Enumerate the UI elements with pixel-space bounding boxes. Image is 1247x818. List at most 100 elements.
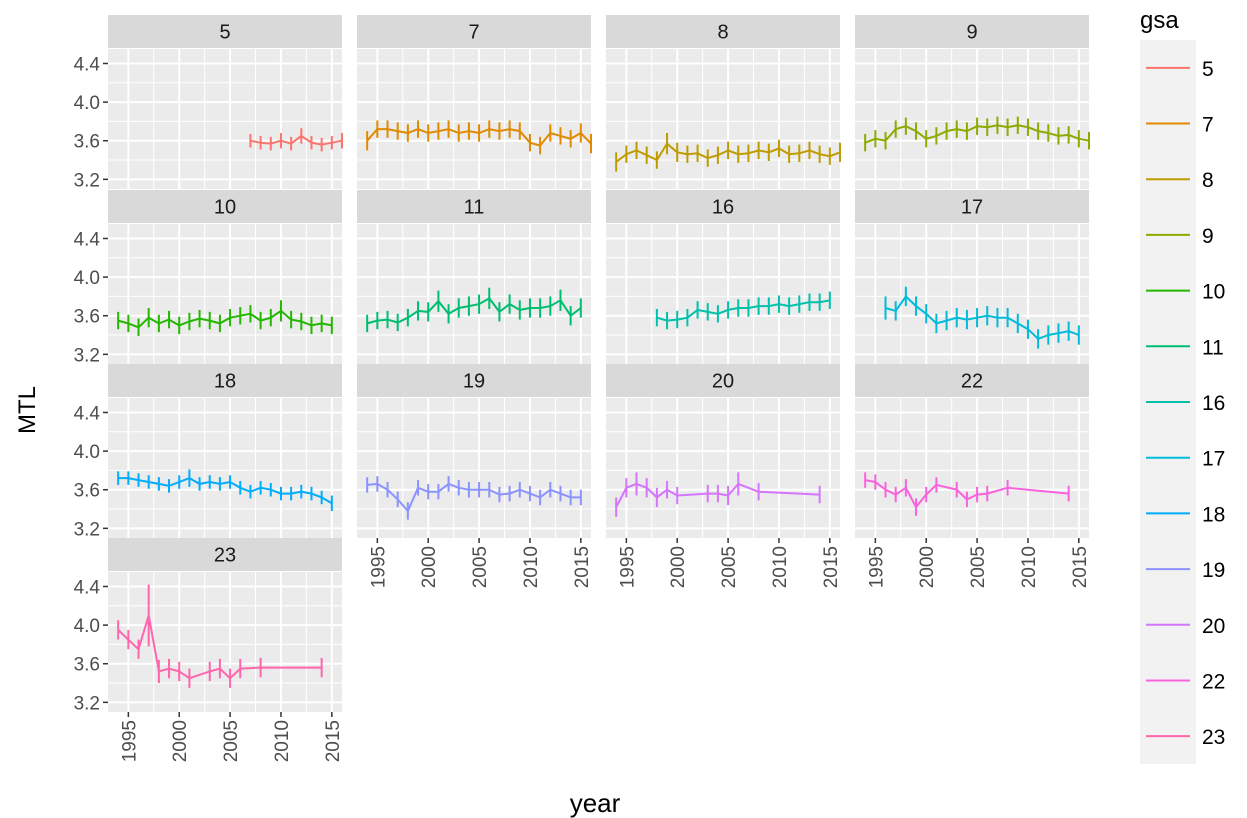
series-line-5	[250, 134, 343, 146]
panel-background	[855, 398, 1089, 538]
facet-strip-label: 19	[463, 371, 485, 393]
facet-strip-label: 10	[214, 197, 236, 219]
facet-strip	[108, 190, 342, 223]
x-tick-label: 2005	[470, 546, 491, 588]
facet-panel-23: 23	[108, 538, 342, 712]
facet-strip	[108, 538, 342, 571]
legend-item-label: 9	[1202, 225, 1214, 248]
facet-strip-label: 23	[214, 545, 236, 567]
facet-strip	[606, 15, 840, 48]
facet-strip	[855, 364, 1089, 397]
facet-strip	[357, 190, 591, 223]
y-tick-label: 4.0	[74, 93, 100, 114]
legend-item-16: 16	[1146, 392, 1225, 415]
facet-panel-11: 11	[357, 190, 591, 364]
facet-panel-18: 18	[108, 364, 342, 538]
legend-item-10: 10	[1146, 281, 1225, 304]
legend-item-label: 20	[1202, 615, 1225, 638]
facet-panel-16: 16	[606, 190, 840, 364]
series-line-18	[118, 476, 333, 505]
facet-strip	[357, 364, 591, 397]
legend-item-19: 19	[1146, 559, 1225, 582]
panel-background	[606, 398, 840, 538]
legend-item-17: 17	[1146, 448, 1225, 471]
x-tick-label: 2015	[821, 546, 842, 588]
panel-background	[357, 49, 591, 189]
y-tick-label: 3.2	[74, 519, 100, 540]
legend-item-label: 7	[1202, 114, 1214, 137]
legend-title: gsa	[1140, 7, 1179, 34]
facet-strip-label: 8	[717, 22, 728, 44]
legend-item-9: 9	[1146, 225, 1214, 248]
y-tick-label: 3.2	[74, 693, 100, 714]
x-tick-label: 2010	[521, 546, 542, 588]
facet-strip-label: 7	[468, 22, 479, 44]
series-line-19	[367, 482, 581, 513]
legend-item-label: 18	[1202, 503, 1225, 526]
facet-strip	[606, 190, 840, 223]
legend-item-5: 5	[1146, 58, 1214, 81]
panel-background	[357, 224, 591, 364]
panel-background	[357, 398, 591, 538]
y-tick-label: 3.6	[74, 307, 100, 328]
panel-background	[855, 49, 1089, 189]
legend-item-label: 17	[1202, 448, 1225, 471]
series-line-11	[366, 296, 582, 325]
panel-background	[606, 49, 840, 189]
facet-strip-label: 18	[214, 371, 236, 393]
x-tick-label: 2000	[419, 546, 440, 588]
facet-strip-label: 20	[712, 371, 734, 393]
facet-strip-label: 11	[464, 197, 485, 219]
x-tick-label: 2010	[1019, 546, 1040, 588]
facet-strip	[855, 190, 1089, 223]
x-tick-label: 2005	[719, 546, 740, 588]
x-tick-label: 1995	[119, 720, 140, 762]
facet-strip	[108, 15, 342, 48]
legend-item-23: 23	[1146, 726, 1225, 749]
facet-strip-label: 17	[961, 197, 983, 219]
panel-background	[855, 224, 1089, 364]
facet-strip-label: 5	[219, 22, 230, 44]
y-tick-label: 4.0	[74, 268, 100, 289]
legend-item-20: 20	[1146, 615, 1225, 638]
series-line-23	[117, 615, 322, 680]
y-tick-label: 3.2	[74, 345, 100, 366]
panel-background	[606, 224, 840, 364]
facet-panel-7: 7	[357, 15, 592, 189]
y-tick-label: 3.2	[74, 170, 100, 191]
series-line-17	[885, 294, 1080, 341]
y-tick-label: 4.4	[74, 577, 101, 598]
legend-item-label: 19	[1202, 559, 1225, 582]
x-tick-label: 2010	[770, 546, 791, 588]
legend-item-18: 18	[1146, 503, 1225, 526]
facet-panel-17: 17	[855, 190, 1089, 364]
x-axis-title: year	[570, 788, 621, 818]
x-tick-label: 2005	[968, 546, 989, 588]
y-tick-label: 4.0	[74, 442, 100, 463]
x-tick-label: 1995	[866, 546, 887, 588]
facet-strip-label: 9	[966, 22, 977, 44]
x-tick-label: 2015	[1070, 546, 1091, 588]
legend-item-label: 10	[1202, 281, 1225, 304]
legend-item-8: 8	[1146, 169, 1214, 192]
panel-background	[108, 224, 342, 364]
facet-strip	[855, 15, 1089, 48]
y-tick-label: 4.4	[74, 229, 101, 250]
y-tick-label: 3.6	[74, 132, 100, 153]
series-line-16	[656, 299, 830, 322]
facet-strip-label: 16	[712, 197, 734, 219]
panel-background	[108, 572, 342, 712]
x-tick-label: 2005	[221, 720, 242, 762]
x-tick-label: 2015	[323, 720, 344, 762]
legend-item-label: 16	[1202, 392, 1225, 415]
legend-item-22: 22	[1146, 670, 1225, 693]
legend-item-label: 8	[1202, 169, 1214, 192]
axes: 3.2 3.6 4.0 4.4 3.2 3.6 4.0 4.4 3.2 3.6 4.0 4.4 1995…	[74, 54, 1091, 762]
panel-background	[108, 49, 342, 189]
facet-strip-label: 22	[961, 371, 983, 393]
y-tick-label: 4.4	[74, 54, 101, 75]
legend-item-7: 7	[1146, 114, 1214, 137]
y-tick-label: 3.6	[74, 481, 100, 502]
series-line-10	[117, 309, 332, 329]
